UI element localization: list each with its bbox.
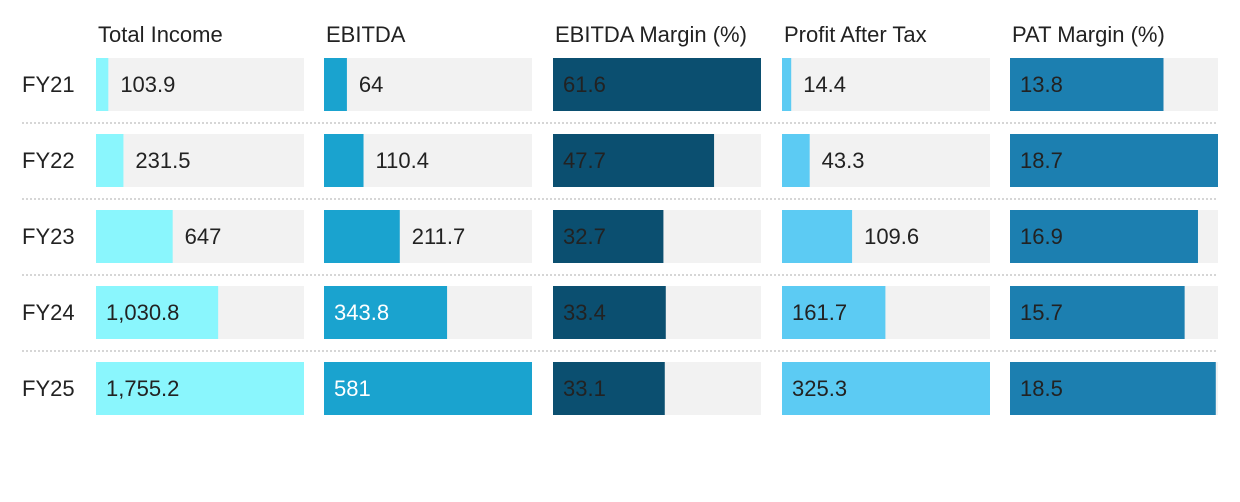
bar [782, 286, 886, 339]
bar [782, 210, 853, 263]
bar [782, 58, 792, 111]
bar [96, 58, 109, 111]
column-header: Total Income [98, 22, 223, 47]
data-label: 1,755.2 [106, 376, 179, 401]
bar [324, 58, 347, 111]
bar [324, 362, 532, 415]
row-label: FY22 [22, 148, 75, 173]
bar [1010, 58, 1164, 111]
bar [782, 134, 810, 187]
column-header: EBITDA Margin (%) [555, 22, 747, 47]
column-header: PAT Margin (%) [1012, 22, 1165, 47]
row-label: FY24 [22, 300, 75, 325]
data-label: 231.5 [135, 148, 190, 173]
data-label: 61.6 [563, 72, 606, 97]
data-label: 16.9 [1020, 224, 1063, 249]
data-label: 211.7 [412, 224, 465, 249]
data-label: 647 [185, 224, 222, 249]
column-header: Profit After Tax [784, 22, 927, 47]
data-label: 13.8 [1020, 72, 1063, 97]
bar-track [96, 134, 304, 187]
bar [782, 362, 990, 415]
bar-track [782, 58, 990, 111]
bar-track [96, 58, 304, 111]
bar [553, 58, 761, 111]
bar-track [324, 58, 532, 111]
bar [1010, 134, 1218, 187]
bar [553, 210, 664, 263]
bar [324, 134, 364, 187]
bar [96, 362, 304, 415]
data-label: 47.7 [563, 148, 606, 173]
bar [1010, 286, 1185, 339]
data-label: 110.4 [376, 148, 429, 173]
data-label: 33.4 [563, 300, 606, 325]
data-label: 33.1 [563, 376, 606, 401]
data-label: 14.4 [803, 72, 846, 97]
row-label: FY23 [22, 224, 75, 249]
bar-track [782, 134, 990, 187]
bar [553, 134, 715, 187]
bar [553, 286, 666, 339]
data-label: 161.7 [792, 300, 847, 325]
bar [324, 210, 400, 263]
bar [1010, 210, 1198, 263]
column-header: EBITDA [326, 22, 406, 47]
bar [96, 134, 124, 187]
data-label: 581 [334, 376, 371, 401]
data-label: 15.7 [1020, 300, 1063, 325]
data-label: 18.7 [1020, 148, 1063, 173]
bar [96, 286, 219, 339]
data-label: 103.9 [120, 72, 175, 97]
data-label: 1,030.8 [106, 300, 179, 325]
bar [324, 286, 448, 339]
data-label: 343.8 [334, 300, 389, 325]
row-label: FY21 [22, 72, 75, 97]
data-label: 325.3 [792, 376, 847, 401]
data-label: 109.6 [864, 224, 919, 249]
data-label: 43.3 [822, 148, 865, 173]
data-label: 32.7 [563, 224, 606, 249]
bar [96, 210, 173, 263]
bar [553, 362, 665, 415]
data-label: 18.5 [1020, 376, 1063, 401]
bar [1010, 362, 1216, 415]
data-label: 64 [359, 72, 383, 97]
row-label: FY25 [22, 376, 75, 401]
